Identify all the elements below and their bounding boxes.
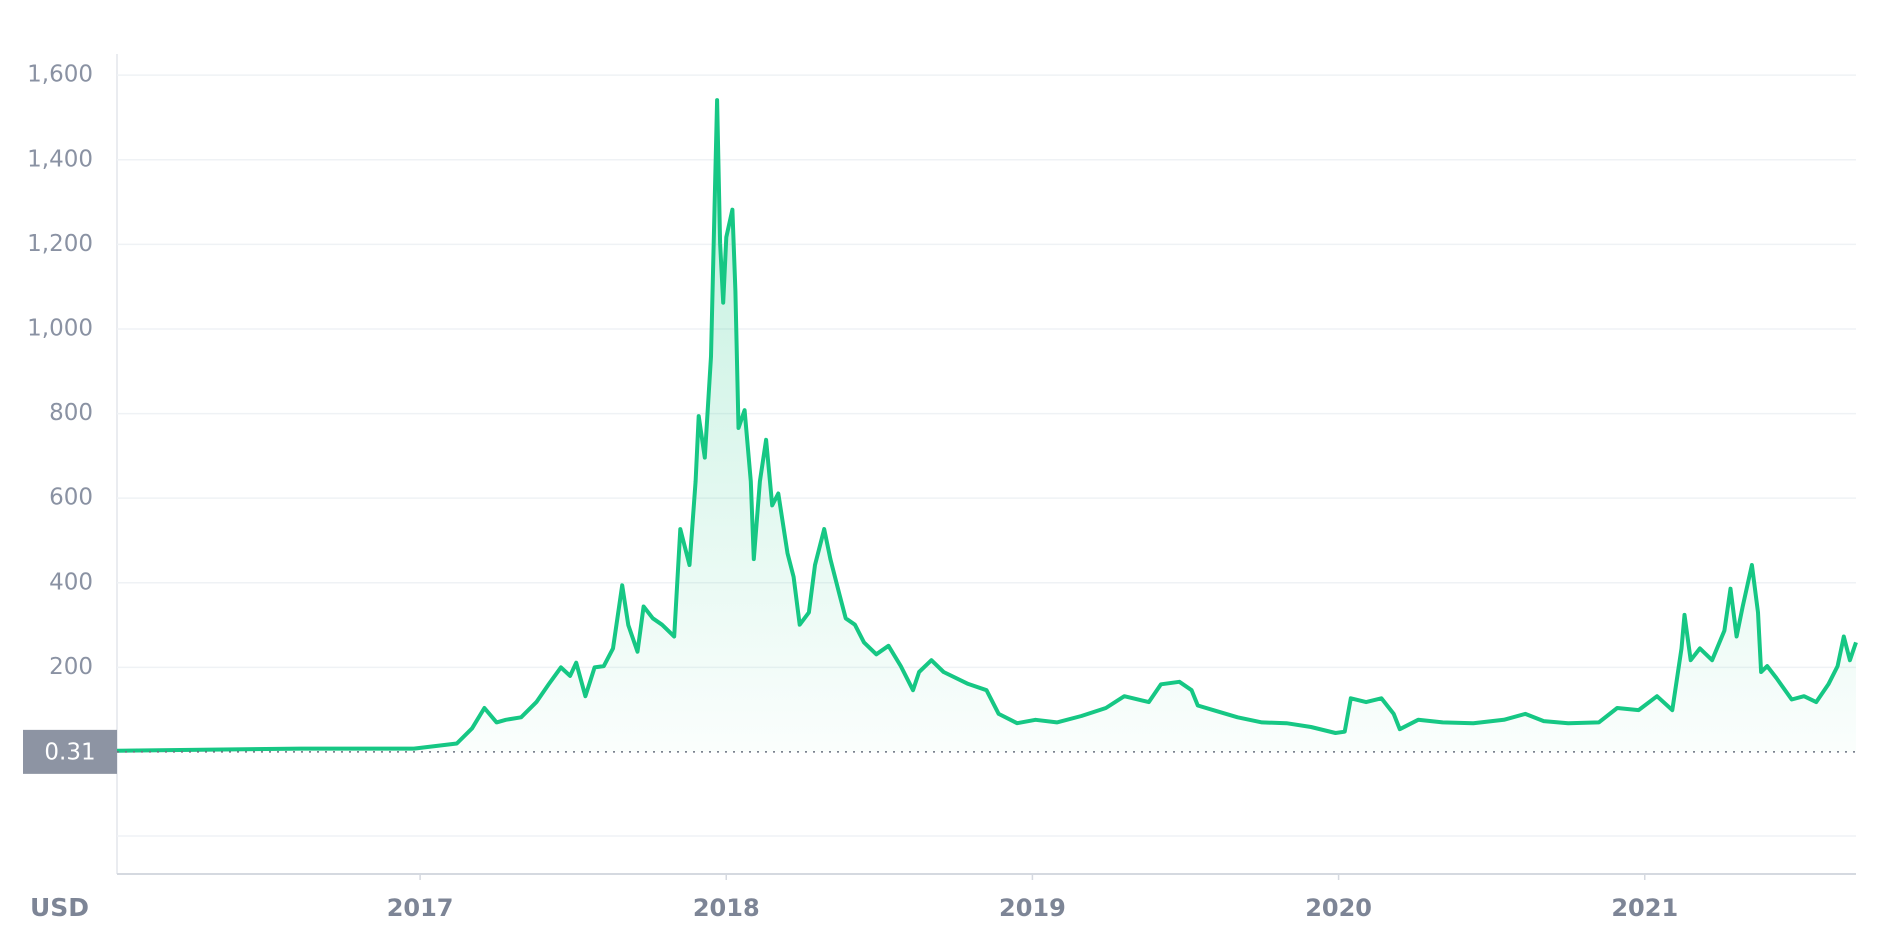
unit-label: USD [30, 893, 89, 922]
area [117, 100, 1856, 753]
y-tick-label: 1,400 [27, 146, 93, 172]
x-tick-label: 2021 [1611, 894, 1678, 922]
y-tick-label: 1,200 [27, 231, 93, 257]
y-tick-label: 800 [49, 400, 93, 426]
price-line [116, 98, 1858, 753]
x-tick-label: 2018 [693, 894, 760, 922]
x-tick-label: 2019 [999, 894, 1066, 922]
current-price-box [23, 729, 117, 774]
y-tick-label: 200 [49, 654, 93, 680]
y-tick-label: 400 [49, 569, 93, 595]
x-tick-label: 2017 [387, 894, 454, 922]
y-tick-label: 1,600 [27, 62, 93, 88]
y-tick-label: 600 [49, 485, 93, 511]
x-tick-label: 2020 [1305, 894, 1372, 922]
current-price-label: 0.31 [44, 739, 95, 765]
y-tick-label: 1,000 [27, 315, 93, 341]
